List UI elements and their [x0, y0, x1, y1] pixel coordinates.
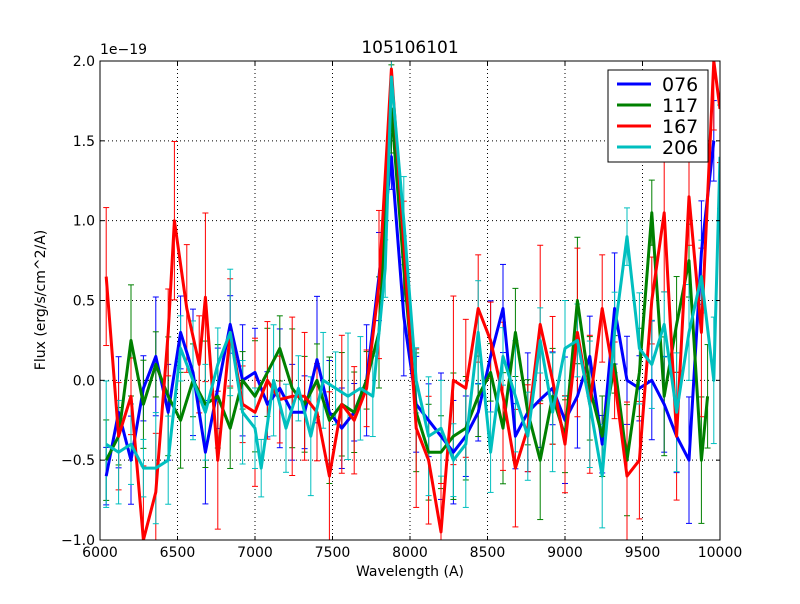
- legend-label-076: 076: [662, 74, 698, 96]
- x-axis-label: Wavelength (A): [356, 564, 464, 580]
- y-tick-label: −0.5: [61, 453, 95, 469]
- series-line-167: [104, 61, 720, 540]
- y-tick-label: 0.5: [73, 294, 95, 310]
- y-axis-label: Flux (erg/s/cm^2/A): [33, 230, 49, 370]
- x-tick-label: 6000: [82, 545, 118, 561]
- chart-title: 105106101: [361, 38, 458, 58]
- y-tick-label: 2.0: [73, 54, 95, 70]
- x-tick-label: 10000: [698, 545, 743, 561]
- y-tick-label: −1.0: [61, 533, 95, 549]
- x-tick-label: 6500: [160, 545, 196, 561]
- x-tick-label: 8500: [470, 545, 506, 561]
- x-tick-label: 7500: [315, 545, 351, 561]
- x-tick-label: 7000: [237, 545, 273, 561]
- ticks: 6000 6500 7000 7500 8000 8500 9000 9500 10000 −1.…: [61, 54, 742, 561]
- x-tick-label: 8000: [392, 545, 428, 561]
- legend-label-117: 117: [662, 95, 698, 117]
- series-line-206: [105, 75, 720, 478]
- y-tick-label: 0.0: [73, 373, 95, 389]
- y-tick-label: 1.5: [73, 134, 95, 150]
- legend-label-206: 206: [662, 137, 698, 159]
- series-line-076: [104, 140, 716, 477]
- legend-label-167: 167: [662, 116, 698, 138]
- y-tick-label: 1.0: [73, 214, 95, 230]
- plot-area: [103, 61, 720, 540]
- series-lines: [104, 61, 720, 540]
- x-tick-label: 9500: [625, 545, 661, 561]
- x-tick-label: 9000: [547, 545, 583, 561]
- y-offset-label: 1e−19: [100, 42, 147, 58]
